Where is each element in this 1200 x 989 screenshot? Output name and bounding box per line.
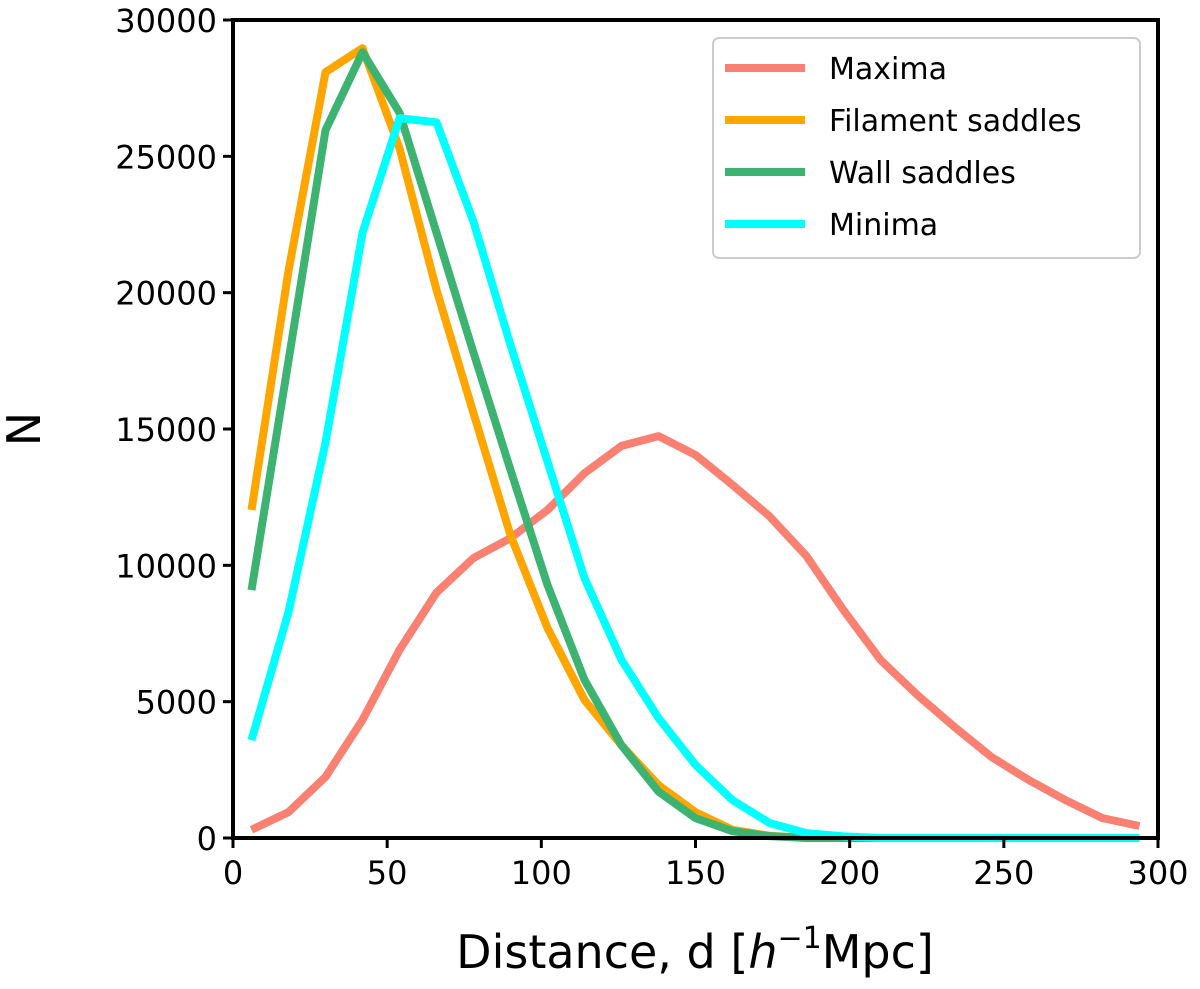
x-tick-label: 100 (511, 854, 572, 892)
y-tick-label: 25000 (115, 138, 217, 176)
x-tick-label: 300 (1127, 854, 1188, 892)
x-tick-label: 0 (223, 854, 243, 892)
legend-label: Minima (829, 208, 938, 243)
series-line-maxima (249, 432, 1141, 834)
x-tick-label: 50 (367, 854, 408, 892)
x-tick-label: 150 (665, 854, 726, 892)
y-tick-label: 5000 (136, 684, 217, 722)
legend: Maxima Filament saddles Wall saddles Minima (712, 37, 1141, 259)
y-axis-label: N (0, 412, 51, 446)
x-tick-label: 250 (973, 854, 1034, 892)
legend-label: Wall saddles (829, 156, 1016, 191)
y-tick-label: 15000 (115, 411, 217, 449)
y-tick-label: 20000 (115, 275, 217, 313)
legend-label: Filament saddles (829, 104, 1082, 139)
y-tick-label: 30000 (115, 2, 217, 40)
x-tick-label: 200 (819, 854, 880, 892)
y-tick-label: 0 (197, 820, 217, 858)
x-axis-label: Distance, d [h−1Mpc] (456, 921, 934, 979)
y-tick-label: 10000 (115, 547, 217, 585)
legend-box (712, 37, 1141, 259)
legend-label: Maxima (829, 52, 947, 87)
